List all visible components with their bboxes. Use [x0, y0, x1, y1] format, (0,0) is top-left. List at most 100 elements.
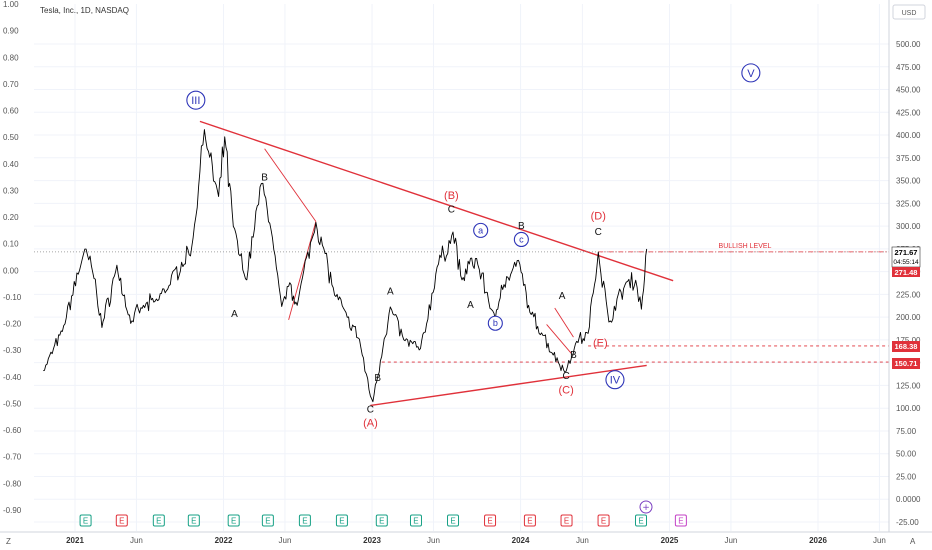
earnings-marker[interactable]: E: [409, 514, 422, 527]
earnings-marker[interactable]: E: [484, 514, 497, 527]
line-price-label: 271.48: [895, 268, 918, 277]
channel-line-1: [546, 324, 572, 354]
earnings-label: E: [638, 517, 643, 526]
earnings-icon: [79, 514, 92, 527]
left-tick-label: -0.40: [3, 373, 22, 382]
wave-label-text: (D): [591, 211, 606, 223]
auto-scale-button[interactable]: A: [910, 537, 916, 546]
earnings-marker[interactable]: E: [523, 514, 536, 527]
earnings-marker[interactable]: E: [674, 514, 687, 527]
earnings-label: E: [191, 517, 196, 526]
wave-label-text: C: [563, 371, 570, 382]
earnings-marker[interactable]: E: [560, 514, 573, 527]
x-tick-label: Jun: [427, 536, 440, 545]
earnings-marker[interactable]: E: [187, 514, 200, 527]
price-badge-c: 150.71: [892, 358, 920, 369]
price-series: [43, 129, 648, 403]
left-tick-label: 0.30: [3, 186, 19, 195]
earnings-marker[interactable]: E: [335, 514, 348, 527]
left-tick-label: -0.50: [3, 399, 22, 408]
currency-button[interactable]: USD: [892, 4, 926, 20]
earnings-marker[interactable]: E: [152, 514, 165, 527]
earnings-icon: [261, 514, 274, 527]
wave-label: B: [518, 221, 525, 232]
right-tick-label: 50.00: [896, 450, 917, 459]
left-tick-label: -0.10: [3, 293, 22, 302]
earnings-marker[interactable]: E: [261, 514, 274, 527]
earnings-marker[interactable]: E: [115, 514, 128, 527]
x-tick-label: 2024: [512, 536, 530, 545]
price-badge-e: 168.38: [892, 341, 920, 352]
right-tick-label: 25.00: [896, 472, 917, 481]
wave-label-text: C: [367, 405, 374, 416]
channel-line-2: [554, 307, 574, 338]
earnings-label: E: [119, 517, 124, 526]
right-tick-label: 400.00: [896, 131, 921, 140]
earnings-marker[interactable]: E: [634, 514, 647, 527]
add-earnings-button[interactable]: +: [639, 500, 653, 514]
earnings-icon: [447, 514, 460, 527]
left-tick-label: 1.00: [3, 0, 19, 9]
earnings-icon: [115, 514, 128, 527]
earnings-icon: [523, 514, 536, 527]
right-tick-label: 375.00: [896, 154, 921, 163]
bullish-level-annotation: BULLISH LEVEL: [719, 243, 772, 250]
wave-label-text: (C): [558, 385, 573, 397]
earnings-marker[interactable]: E: [597, 514, 610, 527]
earnings-marker[interactable]: E: [79, 514, 92, 527]
wave-label-text: a: [478, 225, 483, 235]
wave-label: IV: [605, 370, 625, 390]
earnings-label: E: [379, 517, 384, 526]
left-tick-label: 0.60: [3, 107, 19, 116]
earnings-marker[interactable]: E: [375, 514, 388, 527]
right-tick-label: 300.00: [896, 222, 921, 231]
earnings-marker[interactable]: E: [447, 514, 460, 527]
right-tick-label: 75.00: [896, 427, 917, 436]
right-tick-label: 0.0000: [896, 495, 921, 504]
wave-circle-icon: [605, 370, 625, 390]
earnings-label: E: [265, 517, 270, 526]
wave-label: A: [387, 286, 394, 297]
wave-label-text: C: [595, 227, 602, 238]
level-c-price-label: 150.71: [895, 359, 918, 368]
earnings-marker[interactable]: E: [298, 514, 311, 527]
left-tick-label: 0.00: [3, 266, 19, 275]
wave-label: A: [559, 291, 566, 302]
left-tick-label: 0.50: [3, 133, 19, 142]
earnings-label: E: [564, 517, 569, 526]
wave-label: (A): [363, 417, 378, 429]
wave-label-text: B: [374, 373, 381, 384]
left-axis: 1.00 0.90 0.80 0.70 0.60 0.50 0.40 0.30 0.20 0.10…: [3, 0, 22, 515]
trendlines: [34, 120, 889, 407]
currency-label: USD: [902, 10, 917, 17]
wave-label: b: [487, 315, 503, 331]
right-tick-label: 450.00: [896, 86, 921, 95]
wave-label: C: [448, 204, 455, 215]
right-axis[interactable]: 500.00 475.00 450.00 425.00 400.00 375.00 350.…: [888, 0, 921, 532]
wave-label-text: A: [387, 286, 394, 297]
price-line: [43, 129, 648, 403]
wave-label: A: [467, 300, 474, 311]
earnings-label: E: [450, 517, 455, 526]
earnings-icon: [375, 514, 388, 527]
earnings-icon: [187, 514, 200, 527]
zoom-button[interactable]: Z: [6, 537, 11, 546]
left-tick-label: -0.20: [3, 320, 22, 329]
wave-label-text: A: [231, 309, 238, 320]
wave-label-text: IV: [610, 375, 621, 387]
x-axis[interactable]: 2021 Jun 2022 Jun 2023 Jun 2024 Jun 2025 Jun 2026 J…: [0, 531, 932, 545]
x-tick-label: 2026: [809, 536, 827, 545]
wave-label-text: A: [559, 291, 566, 302]
wave-label: c: [513, 231, 529, 248]
earnings-icon: [335, 514, 348, 527]
wave-label: (C): [558, 385, 573, 397]
x-tick-label: Jun: [873, 536, 886, 545]
price-badge-line: 271.48: [892, 267, 920, 277]
wave-label: III: [186, 90, 206, 110]
wedge-upper-line: [264, 148, 317, 222]
earnings-marker[interactable]: E: [227, 514, 240, 527]
